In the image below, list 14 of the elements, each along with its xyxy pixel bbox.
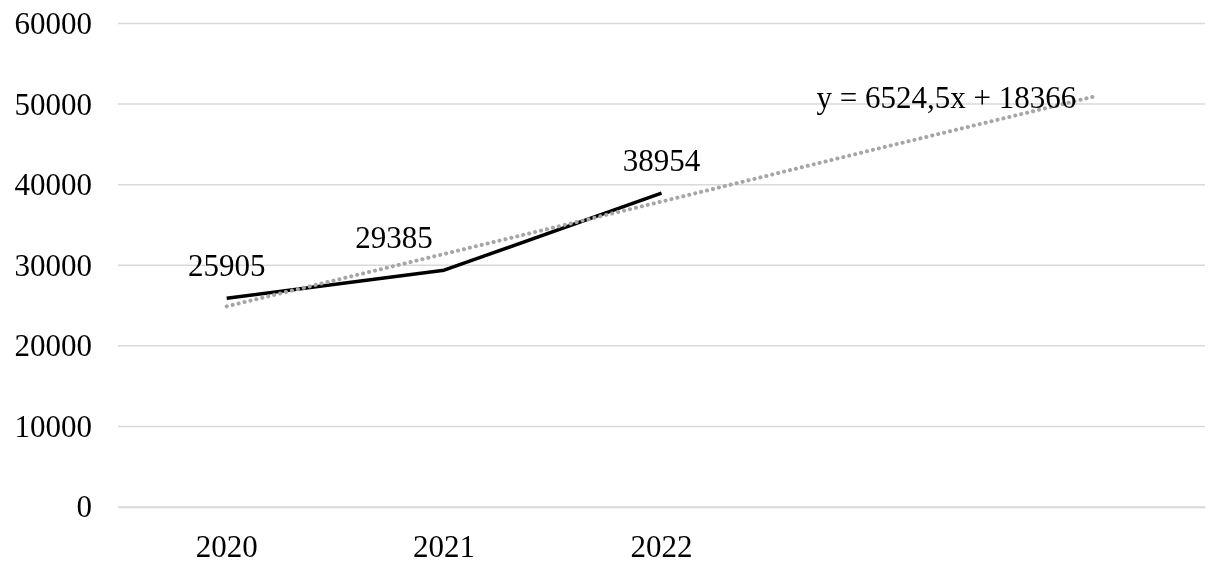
data-label: 38954 — [622, 143, 701, 179]
y-tick-label: 10000 — [14, 408, 92, 444]
x-tick-label: 2020 — [195, 529, 258, 562]
x-tick-label: 2021 — [413, 529, 476, 562]
y-tick-label: 40000 — [14, 167, 92, 203]
y-tick-label: 30000 — [14, 247, 92, 283]
y-tick-label: 60000 — [14, 5, 92, 41]
y-tick-label: 50000 — [14, 86, 92, 122]
data-label: 29385 — [355, 220, 433, 256]
y-tick-label: 20000 — [14, 328, 92, 364]
y-tick-label: 0 — [76, 489, 92, 525]
x-tick-label: 2022 — [630, 529, 693, 562]
data-label: 25905 — [187, 248, 266, 284]
annotation: y = 6524,5x + 18366 — [816, 80, 1077, 116]
